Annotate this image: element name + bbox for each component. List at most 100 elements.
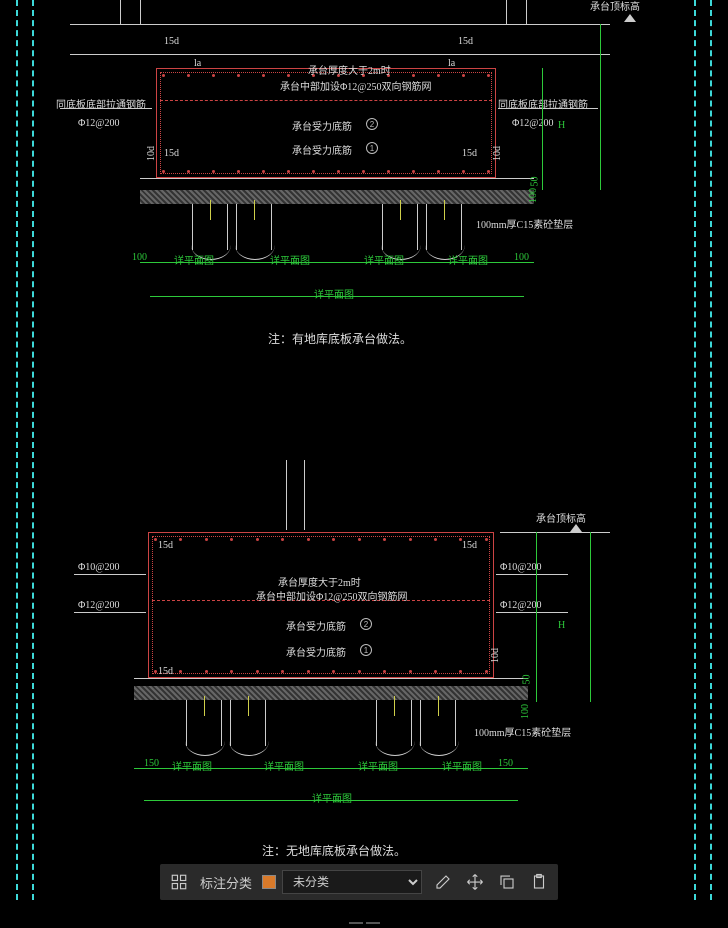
dim2-edge-l: 150 [144, 758, 159, 769]
side-note-l2: Φ12@200 [78, 118, 120, 129]
dim-sp-4: 详平面图 [448, 252, 488, 267]
dim2-100: 100 [520, 704, 531, 719]
cap-bottom-line [140, 178, 534, 179]
dim-15d-tr-2: 15d [462, 540, 477, 551]
rebar-dots-top-2 [154, 538, 488, 541]
category-select-group: 未分类 [262, 870, 422, 894]
dim2-50: 50 [522, 675, 533, 685]
move-icon[interactable] [464, 871, 486, 893]
side-note-r2: Φ12@200 [512, 118, 554, 129]
note2-3: 承台受力底筋 [286, 618, 346, 633]
leader2-r2 [496, 612, 568, 613]
col-left-1 [120, 0, 121, 24]
cad-canvas[interactable]: 承台顶标高 15d 15d la la 承台厚度大于2m时 承台中部加设Φ12@… [0, 0, 728, 900]
dim2-sp-2: 详平面图 [264, 758, 304, 773]
sec-mark-2 [254, 200, 255, 220]
toolbar-label: 标注分类 [200, 873, 252, 892]
drag-handle[interactable] [344, 922, 384, 926]
dim2-edge-r: 150 [498, 758, 513, 769]
dim-edge-l: 100 [132, 252, 147, 263]
note2-4: 承台受力底筋 [286, 644, 346, 659]
col-right-2 [526, 0, 527, 24]
side2-l2: Φ12@200 [78, 600, 120, 611]
dim-sp-2: 详平面图 [270, 252, 310, 267]
note-2: 承台中部加设Φ12@250双向钢筋网 [280, 78, 432, 93]
dim2-sp-3: 详平面图 [358, 758, 398, 773]
copy-icon[interactable] [496, 871, 518, 893]
slab-top [70, 24, 610, 25]
tag-10d-l: 10d [146, 146, 157, 161]
rebar-dots-bot [162, 170, 490, 173]
bubble-1: 1 [366, 142, 378, 154]
leader2-l1 [74, 574, 146, 575]
dim-15d-tr: 15d [458, 36, 473, 47]
dim2-v-2 [590, 532, 591, 702]
frame-left [16, 0, 18, 900]
col-right-1 [506, 0, 507, 24]
col-left-2 [140, 0, 141, 24]
dim2-H: H [558, 620, 565, 631]
section-1: 承台顶标高 15d 15d la la 承台厚度大于2m时 承台中部加设Φ12@… [60, 0, 680, 360]
bedding-hatch [140, 190, 534, 204]
dim-edge-r: 100 [514, 252, 529, 263]
col-stub-r [304, 460, 305, 530]
dim-15d-tl-2: 15d [158, 540, 173, 551]
bubble2-2: 2 [360, 618, 372, 630]
cap-mid-rebar [160, 100, 492, 101]
slab-bot [70, 54, 610, 55]
dim-50: 50 [530, 177, 541, 187]
sec-mark-4 [444, 200, 445, 220]
bedding-hatch-2 [134, 686, 528, 700]
label-top: 承台顶标高 [536, 510, 586, 525]
side2-l1: Φ10@200 [78, 562, 120, 573]
dim2-v-1 [536, 532, 537, 702]
dim-15d-tl: 15d [164, 36, 179, 47]
dim-axis-lbl: 详平面图 [314, 286, 354, 301]
elev-marker-icon-2 [570, 524, 582, 532]
note2-2: 承台中部加设Φ12@250双向钢筋网 [256, 588, 408, 603]
sec2-mark-3 [394, 696, 395, 716]
c15-note: 100mm厚C15素砼垫层 [476, 216, 573, 231]
section2-title: 注：无地库底板承台做法。 [262, 842, 406, 859]
note-4: 承台受力底筋 [292, 142, 352, 157]
section-2: 承台顶标高 15d 15d 15d 承台厚度大于2m时 承台中部加设Φ12@25… [60, 460, 680, 860]
dim-v-1 [542, 68, 543, 190]
leader-l [60, 108, 152, 109]
dim2-sp-1: 详平面图 [172, 758, 212, 773]
label-top-right: 承台顶标高 [590, 0, 640, 13]
dim-sp-3: 详平面图 [364, 252, 404, 267]
note-1: 承台厚度大于2m时 [308, 62, 391, 77]
apps-icon[interactable] [168, 871, 190, 893]
bubble-2: 2 [366, 118, 378, 130]
section1-title: 注：有地库底板承台做法。 [268, 330, 412, 347]
bubble2-1: 1 [360, 644, 372, 656]
tag-10d-r: 10d [492, 146, 503, 161]
category-swatch [262, 875, 276, 889]
dim2-axis-lbl: 详平面图 [312, 790, 352, 805]
frame-right [694, 0, 696, 900]
dim-sp-1: 详平面图 [174, 252, 214, 267]
tag2-10d: 10d [490, 648, 501, 663]
leader-r [498, 108, 598, 109]
sec2-mark-4 [438, 696, 439, 716]
elev-marker-icon [624, 14, 636, 22]
leader2-r1 [496, 574, 568, 575]
annotation-toolbar: 标注分类 未分类 [160, 864, 558, 900]
c15-note-2: 100mm厚C15素砼垫层 [474, 724, 571, 739]
edit-icon[interactable] [432, 871, 454, 893]
frame-left-2 [32, 0, 34, 900]
category-select[interactable]: 未分类 [282, 870, 422, 894]
col-stub-l [286, 460, 287, 530]
sec-mark-1 [210, 200, 211, 220]
sec2-mark-1 [204, 696, 205, 716]
dim2-sp-4: 详平面图 [442, 758, 482, 773]
paste-icon[interactable] [528, 871, 550, 893]
leader2-l2 [74, 612, 146, 613]
elev-line [500, 532, 610, 533]
dim-100: 100 [528, 188, 539, 203]
note-3: 承台受力底筋 [292, 118, 352, 133]
dim-15d-bl-2: 15d [158, 666, 173, 677]
dim-15d-br: 15d [462, 148, 477, 159]
sec-mark-3 [400, 200, 401, 220]
cap-bot-line-2 [134, 678, 528, 679]
